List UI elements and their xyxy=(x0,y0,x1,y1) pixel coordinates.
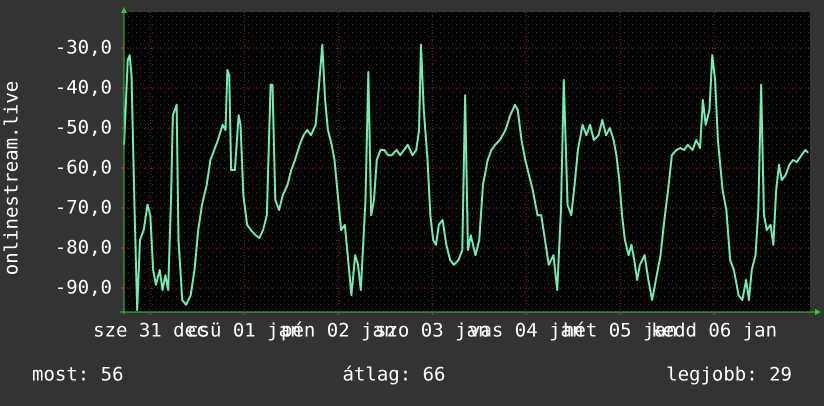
y-tick-label: -60,0 xyxy=(55,157,112,179)
x-tick-label: csü 01 jan xyxy=(187,320,301,342)
data-line xyxy=(123,43,809,311)
x-tick-label: vas 04 jan xyxy=(469,320,583,342)
x-tick-label: pén 02 jan xyxy=(281,320,395,342)
y-tick-label: -70,0 xyxy=(55,197,112,219)
y-tick-label: -40,0 xyxy=(55,77,112,99)
stat-current: most: 56 xyxy=(32,364,124,386)
x-tick-label: szo 03 jan xyxy=(375,320,489,342)
y-axis-arrow xyxy=(121,7,127,13)
marks xyxy=(123,43,809,311)
y-tick-label: -50,0 xyxy=(55,117,112,139)
y-tick-label: -90,0 xyxy=(55,277,112,299)
x-tick-label: kedd 06 jan xyxy=(651,320,777,342)
y-tick-label: -80,0 xyxy=(55,237,112,259)
x-tick-label: sze 31 dec xyxy=(93,320,207,342)
stat-average: átlag: 66 xyxy=(343,364,446,386)
y-axis-title: onlinestream.live xyxy=(1,81,23,275)
stat-best: legjobb: 29 xyxy=(666,364,792,386)
y-tick-label: -30,0 xyxy=(55,37,112,59)
x-axis-arrow xyxy=(815,309,821,315)
x-tick-label: hét 05 jan xyxy=(563,320,677,342)
